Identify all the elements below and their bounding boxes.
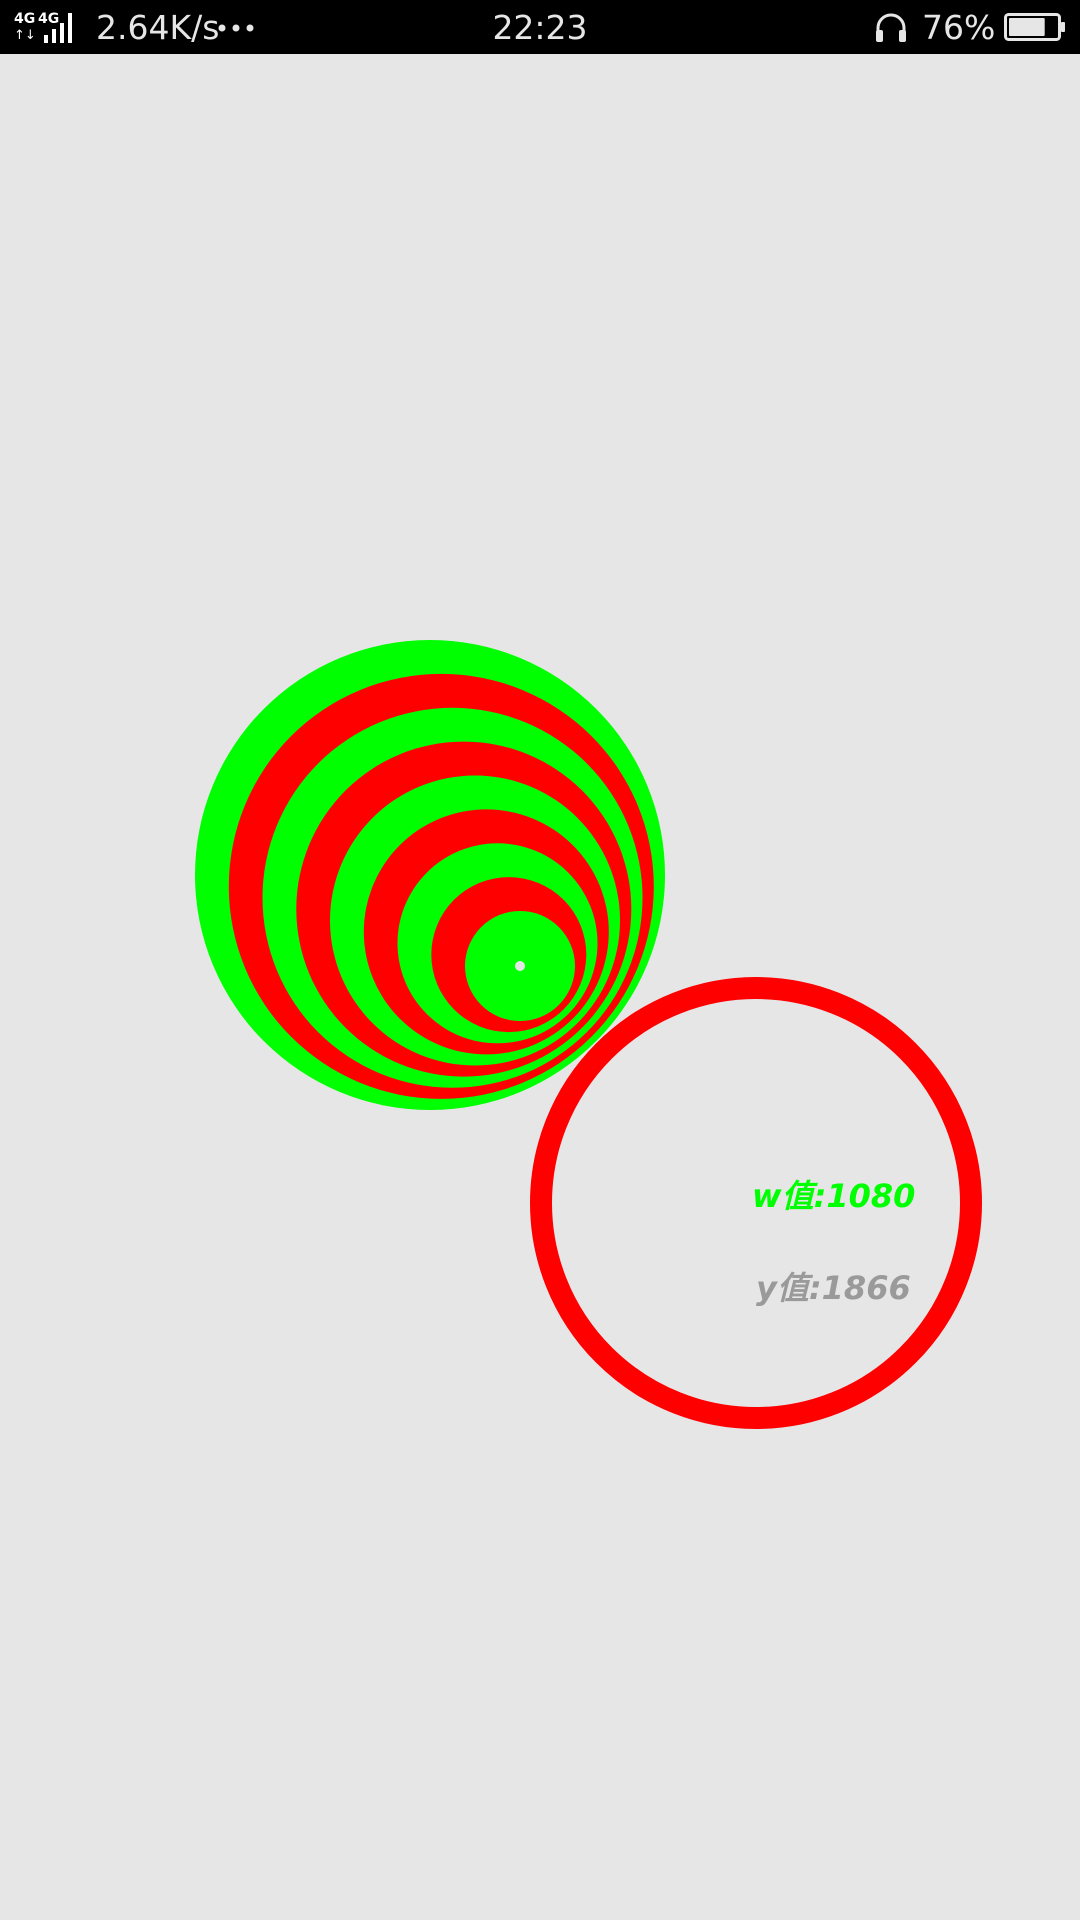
svg-text:↑↓: ↑↓	[14, 28, 36, 43]
svg-text:4G: 4G	[38, 11, 59, 27]
status-clock: 22:23	[492, 8, 588, 47]
status-bar: 4G 4G ↑↓ 2.64K/s 22:23 76%	[0, 0, 1080, 54]
headset-icon	[876, 13, 906, 42]
more-dots-icon	[218, 24, 254, 32]
4g-dual-signal-icon: 4G 4G ↑↓	[14, 11, 72, 43]
ring-center-dot	[515, 961, 525, 971]
network-speed: 2.64K/s	[96, 8, 220, 47]
concentric-rings	[195, 640, 982, 1429]
y-value-label: y值:1866	[756, 1269, 911, 1307]
svg-text:4G: 4G	[14, 11, 35, 27]
w-value-label: w值:1080	[752, 1177, 916, 1215]
battery-icon	[1004, 13, 1065, 41]
outline-circle	[530, 977, 982, 1429]
battery-percent: 76%	[922, 8, 996, 47]
drawing-canvas[interactable]: w值:1080 y值:1866	[0, 54, 1080, 1920]
